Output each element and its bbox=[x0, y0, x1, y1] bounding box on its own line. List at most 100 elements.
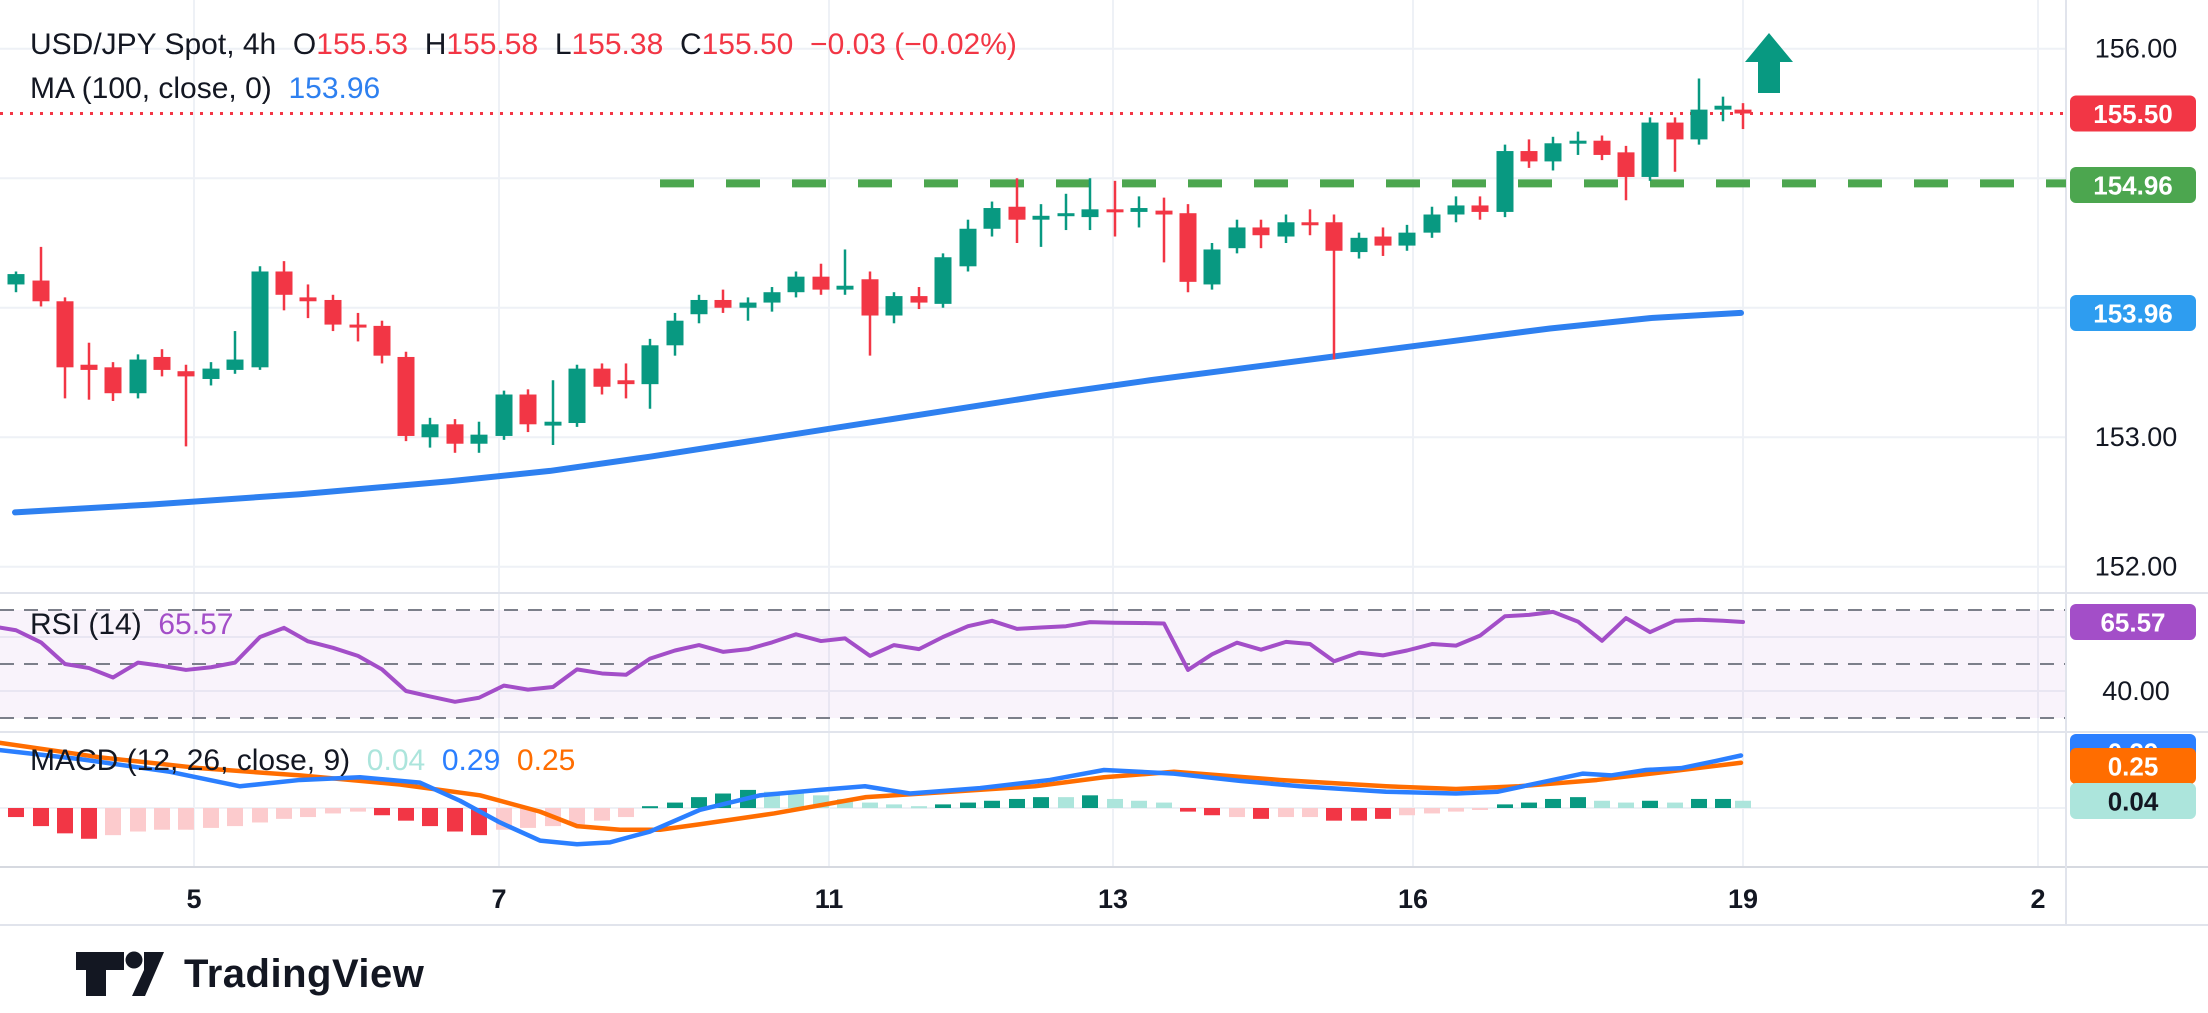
candle bbox=[959, 228, 977, 267]
legend-segment: MACD (12, 26, close, 9) bbox=[30, 744, 367, 777]
candle bbox=[104, 367, 122, 394]
price-badge-65.57: 65.57 bbox=[2070, 604, 2196, 640]
candle bbox=[1447, 205, 1465, 215]
vertical-gridlines bbox=[193, 0, 2039, 867]
candle bbox=[1130, 208, 1148, 212]
candle bbox=[275, 271, 293, 295]
candle bbox=[1155, 210, 1173, 215]
price-axis-label: 152.00 bbox=[2095, 552, 2178, 582]
legend-segment: 155.58 bbox=[446, 28, 555, 61]
candle bbox=[1032, 215, 1050, 220]
rsi-line bbox=[0, 609, 1745, 704]
macd-signal-line bbox=[0, 740, 1744, 832]
ma-legend[interactable]: MA (100, close, 0) 153.96 bbox=[30, 72, 380, 106]
candle bbox=[397, 356, 415, 436]
svg-text:0.04: 0.04 bbox=[2108, 787, 2159, 817]
candle bbox=[1325, 222, 1343, 251]
candle bbox=[1374, 236, 1392, 246]
price-axis-label: 153.00 bbox=[2095, 422, 2178, 452]
tradingview-logo-text: TradingView bbox=[184, 951, 425, 996]
time-axis-label: 7 bbox=[491, 884, 506, 914]
candle bbox=[983, 208, 1001, 229]
tradingview-logo[interactable]: TradingView bbox=[74, 948, 424, 1000]
price-axis-label: 156.00 bbox=[2095, 34, 2178, 64]
price-axis-label: 40.00 bbox=[2102, 676, 2170, 706]
candle bbox=[1081, 209, 1099, 218]
rsi-legend[interactable]: RSI (14) 65.57 bbox=[30, 608, 233, 642]
candle bbox=[1008, 206, 1026, 220]
time-axis-label: 19 bbox=[1728, 884, 1758, 914]
candle bbox=[1544, 143, 1562, 162]
candle bbox=[177, 371, 195, 377]
candle bbox=[666, 320, 684, 346]
svg-text:155.50: 155.50 bbox=[2093, 99, 2173, 129]
candle bbox=[153, 356, 171, 370]
candle bbox=[641, 345, 659, 385]
candle bbox=[519, 394, 537, 425]
candle bbox=[1301, 222, 1319, 226]
candle bbox=[299, 297, 317, 302]
legend-segment: 65.57 bbox=[158, 608, 234, 641]
pane-separators bbox=[0, 0, 2208, 926]
candle bbox=[910, 296, 928, 303]
candle bbox=[568, 368, 586, 424]
svg-text:154.96: 154.96 bbox=[2093, 171, 2173, 201]
price-badge-0.25: 0.25 bbox=[2070, 748, 2196, 784]
candle bbox=[885, 296, 903, 316]
time-axis-label: 16 bbox=[1398, 884, 1428, 914]
candle bbox=[690, 299, 708, 315]
candle bbox=[7, 274, 25, 285]
candle bbox=[56, 301, 74, 368]
candle bbox=[739, 302, 757, 308]
candle bbox=[1714, 105, 1732, 110]
candle bbox=[1690, 109, 1708, 140]
candle bbox=[202, 368, 220, 379]
candle bbox=[1423, 214, 1441, 233]
macd-legend[interactable]: MACD (12, 26, close, 9) 0.04 0.29 0.25 bbox=[30, 744, 575, 778]
time-axis-label: 5 bbox=[186, 884, 201, 914]
candle bbox=[1106, 209, 1124, 213]
candle bbox=[544, 421, 562, 426]
price-axis[interactable]: 156.00153.00152.0040.000.290.250.04155.5… bbox=[2070, 34, 2196, 820]
candle bbox=[1666, 122, 1684, 140]
legend-segment: 155.53 bbox=[316, 28, 425, 61]
ma-100-line bbox=[12, 309, 1744, 516]
candle bbox=[593, 368, 611, 387]
candle bbox=[226, 359, 244, 370]
candle bbox=[1617, 152, 1635, 177]
svg-text:0.25: 0.25 bbox=[2108, 752, 2159, 782]
candle bbox=[446, 424, 464, 444]
legend-segment: 155.38 bbox=[571, 28, 680, 61]
symbol-legend[interactable]: USD/JPY Spot, 4h O155.53 H155.58 L155.38… bbox=[30, 28, 1017, 62]
legend-segment: 0.25 bbox=[516, 744, 576, 777]
candlesticks[interactable] bbox=[7, 78, 1752, 453]
candle bbox=[1569, 140, 1587, 144]
candle bbox=[934, 257, 952, 304]
candle bbox=[1641, 122, 1659, 177]
tradingview-logo-icon bbox=[76, 951, 164, 996]
legend-segment: 155.50 bbox=[701, 28, 811, 61]
legend-segment: RSI (14) bbox=[30, 608, 159, 641]
legend-segment: H bbox=[424, 28, 447, 61]
candle bbox=[1277, 222, 1295, 237]
horizontal-gridlines bbox=[0, 47, 2066, 809]
candle bbox=[1593, 140, 1611, 155]
price-badge-155.50: 155.50 bbox=[2070, 95, 2196, 132]
candle bbox=[129, 359, 147, 394]
legend-segment: C bbox=[679, 28, 702, 61]
legend-segment: USD/JPY Spot, 4h bbox=[30, 28, 293, 61]
candle bbox=[1228, 227, 1246, 249]
candle bbox=[714, 299, 732, 308]
candle bbox=[421, 424, 439, 438]
candle bbox=[349, 324, 367, 328]
candle bbox=[251, 271, 269, 368]
candle bbox=[617, 380, 635, 385]
legend-segment: 153.96 bbox=[288, 72, 381, 105]
candle bbox=[787, 276, 805, 293]
time-axis[interactable]: 5 7 11 13 16 19 2 bbox=[186, 884, 2045, 914]
candle bbox=[1179, 213, 1197, 282]
svg-text:153.96: 153.96 bbox=[2093, 299, 2173, 329]
legend-segment: O bbox=[292, 28, 317, 61]
